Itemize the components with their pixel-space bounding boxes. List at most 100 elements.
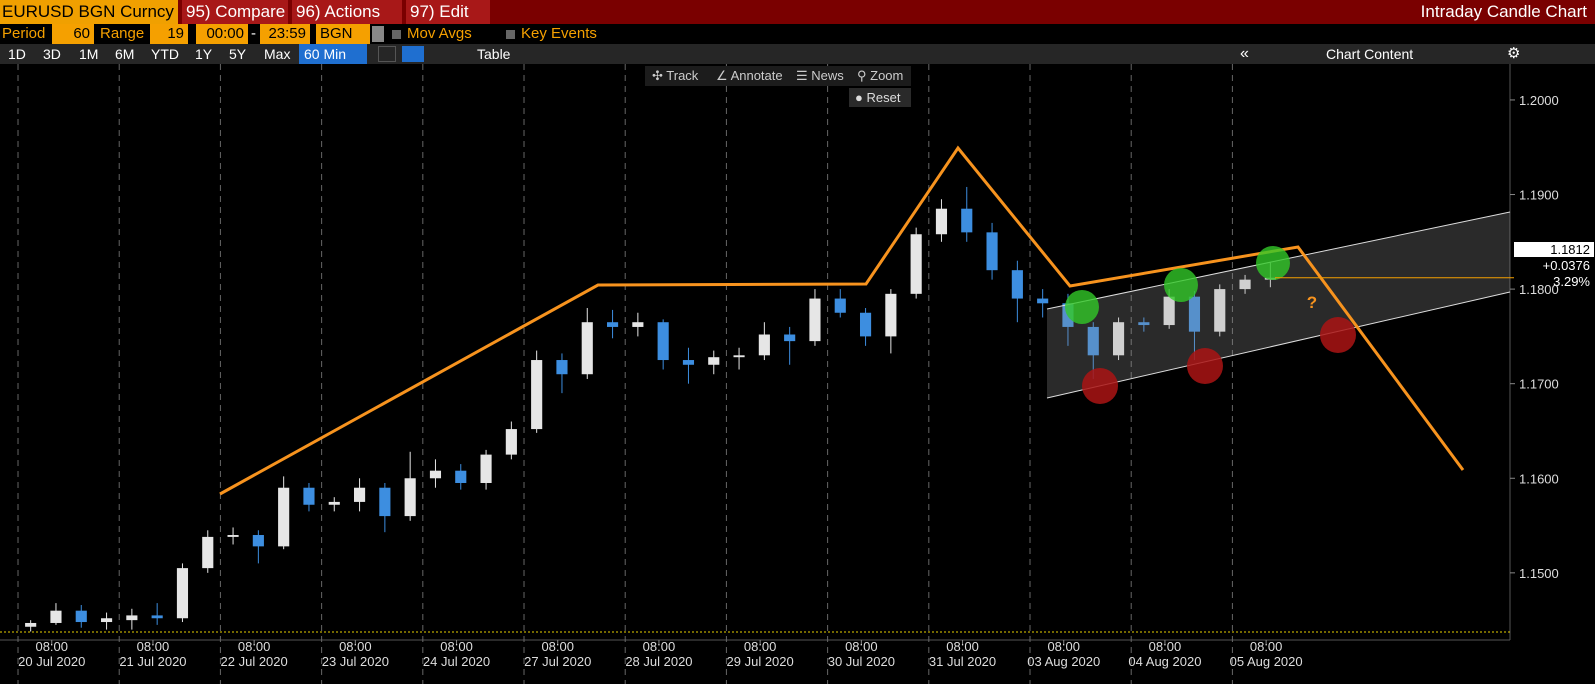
range-button[interactable]: YTD <box>151 46 179 62</box>
y-tick-label: 1.1700 <box>1519 377 1559 392</box>
label: Period <box>2 25 46 42</box>
marker-red <box>1187 348 1223 384</box>
x-tick-label: 08:00 <box>1149 639 1182 654</box>
candle-body <box>1112 322 1125 356</box>
candle-body <box>480 454 492 483</box>
range-button[interactable]: 5Y <box>229 46 247 62</box>
candle-body <box>531 360 543 430</box>
candle-body <box>834 298 846 313</box>
channel <box>1047 212 1510 398</box>
change: +0.0376 <box>1543 258 1590 273</box>
toolbar <box>0 44 1595 64</box>
reset-button[interactable]: ● Reset <box>849 88 911 107</box>
x-tick-label: 08:00 <box>1250 639 1283 654</box>
chart-content-button[interactable]: Chart Content <box>1326 46 1414 62</box>
last-price-box <box>1514 242 1594 257</box>
candle-body <box>455 470 467 483</box>
range-button[interactable]: 3D <box>43 46 61 62</box>
x-tick-label: 08:00 <box>238 639 271 654</box>
candle-body <box>278 487 290 547</box>
checkbox[interactable] <box>392 30 401 39</box>
candle-body <box>581 322 593 375</box>
candle-body <box>935 208 948 235</box>
input[interactable]: 23:59 <box>260 24 310 44</box>
y-tick-label: 1.1500 <box>1519 566 1559 581</box>
candle-body <box>1163 296 1175 326</box>
menu-item[interactable]: 95) Compare <box>182 0 288 24</box>
x-date-label: 21 Jul 2020 <box>119 654 186 669</box>
range-button[interactable]: 1M <box>79 46 99 62</box>
candle-body <box>429 470 442 479</box>
x-tick-label: 08:00 <box>946 639 979 654</box>
candle-body <box>961 208 973 233</box>
x-date-label: 30 Jul 2020 <box>828 654 895 669</box>
x-date-label: 27 Jul 2020 <box>524 654 591 669</box>
collapse-icon[interactable]: « <box>1240 45 1249 62</box>
input[interactable]: 60 <box>52 24 94 44</box>
menu-item[interactable]: 97) Edit <box>406 0 490 24</box>
label: Range <box>100 25 145 42</box>
candle-body <box>784 334 796 342</box>
x-date-label: 31 Jul 2020 <box>929 654 996 669</box>
x-tick-label: 08:00 <box>845 639 878 654</box>
candle-body <box>1037 298 1049 304</box>
tool-button[interactable]: ∠ Annotate <box>716 68 783 83</box>
interval-button[interactable]: 60 Min <box>299 44 367 64</box>
candle-body <box>1138 322 1150 326</box>
security[interactable]: EURUSD BGN Curncy <box>0 0 178 24</box>
candle-body <box>303 487 315 505</box>
candle-body <box>885 293 897 337</box>
candle-body <box>859 312 872 337</box>
input[interactable]: 00:00 <box>196 24 248 44</box>
tool-label: News <box>811 68 844 83</box>
line-icon[interactable] <box>378 46 396 62</box>
x-tick-label: 08:00 <box>35 639 68 654</box>
tool-button[interactable]: ✣ Track <box>652 68 699 83</box>
tool-label: Zoom <box>870 68 904 83</box>
label: Key Events <box>521 25 597 42</box>
trend-drawing <box>219 145 1465 496</box>
candle-body <box>151 615 163 619</box>
menu-item[interactable]: 96) Actions <box>292 0 402 24</box>
x-tick-label: 08:00 <box>440 639 473 654</box>
x-date-label: 22 Jul 2020 <box>221 654 288 669</box>
candle-body <box>1087 326 1099 356</box>
candle-body <box>1239 279 1251 290</box>
dropdown[interactable] <box>372 26 384 42</box>
candle-body <box>733 355 745 358</box>
x-date-label: 24 Jul 2020 <box>423 654 490 669</box>
x-tick-label: 08:00 <box>137 639 170 654</box>
tool-button[interactable]: ⚲ Zoom <box>857 68 904 83</box>
chart-tools <box>645 66 911 86</box>
candle-body <box>202 536 214 569</box>
candle-body <box>353 487 366 502</box>
candle-icon[interactable] <box>402 46 424 62</box>
range-button[interactable]: 1D <box>8 46 26 62</box>
candle-body <box>682 360 695 365</box>
tool-button[interactable]: ☰ News <box>796 68 844 83</box>
input[interactable]: 19 <box>150 24 188 44</box>
x-tick-label: 08:00 <box>1047 639 1080 654</box>
reset-label: Reset <box>866 90 901 105</box>
candle-body <box>227 535 239 537</box>
candle-body <box>176 568 189 619</box>
input[interactable]: BGN <box>316 24 370 44</box>
label: Mov Avgs <box>407 25 472 42</box>
settings-icon[interactable]: ⚙ <box>1507 45 1521 62</box>
table-button[interactable]: Table <box>477 46 511 62</box>
checkbox[interactable] <box>506 30 515 39</box>
candle-body <box>809 298 821 342</box>
x-date-label: 05 Aug 2020 <box>1230 654 1303 669</box>
candle-body <box>632 322 644 327</box>
x-tick-label: 08:00 <box>744 639 777 654</box>
y-tick-label: 1.1600 <box>1519 471 1559 486</box>
candle-body <box>505 429 517 455</box>
x-tick-label: 08:00 <box>643 639 676 654</box>
candle-body <box>75 610 87 623</box>
range-button[interactable]: Max <box>264 46 291 62</box>
range-button[interactable]: 6M <box>115 46 135 62</box>
range-button[interactable]: 1Y <box>195 46 213 62</box>
candle-body <box>708 357 720 365</box>
